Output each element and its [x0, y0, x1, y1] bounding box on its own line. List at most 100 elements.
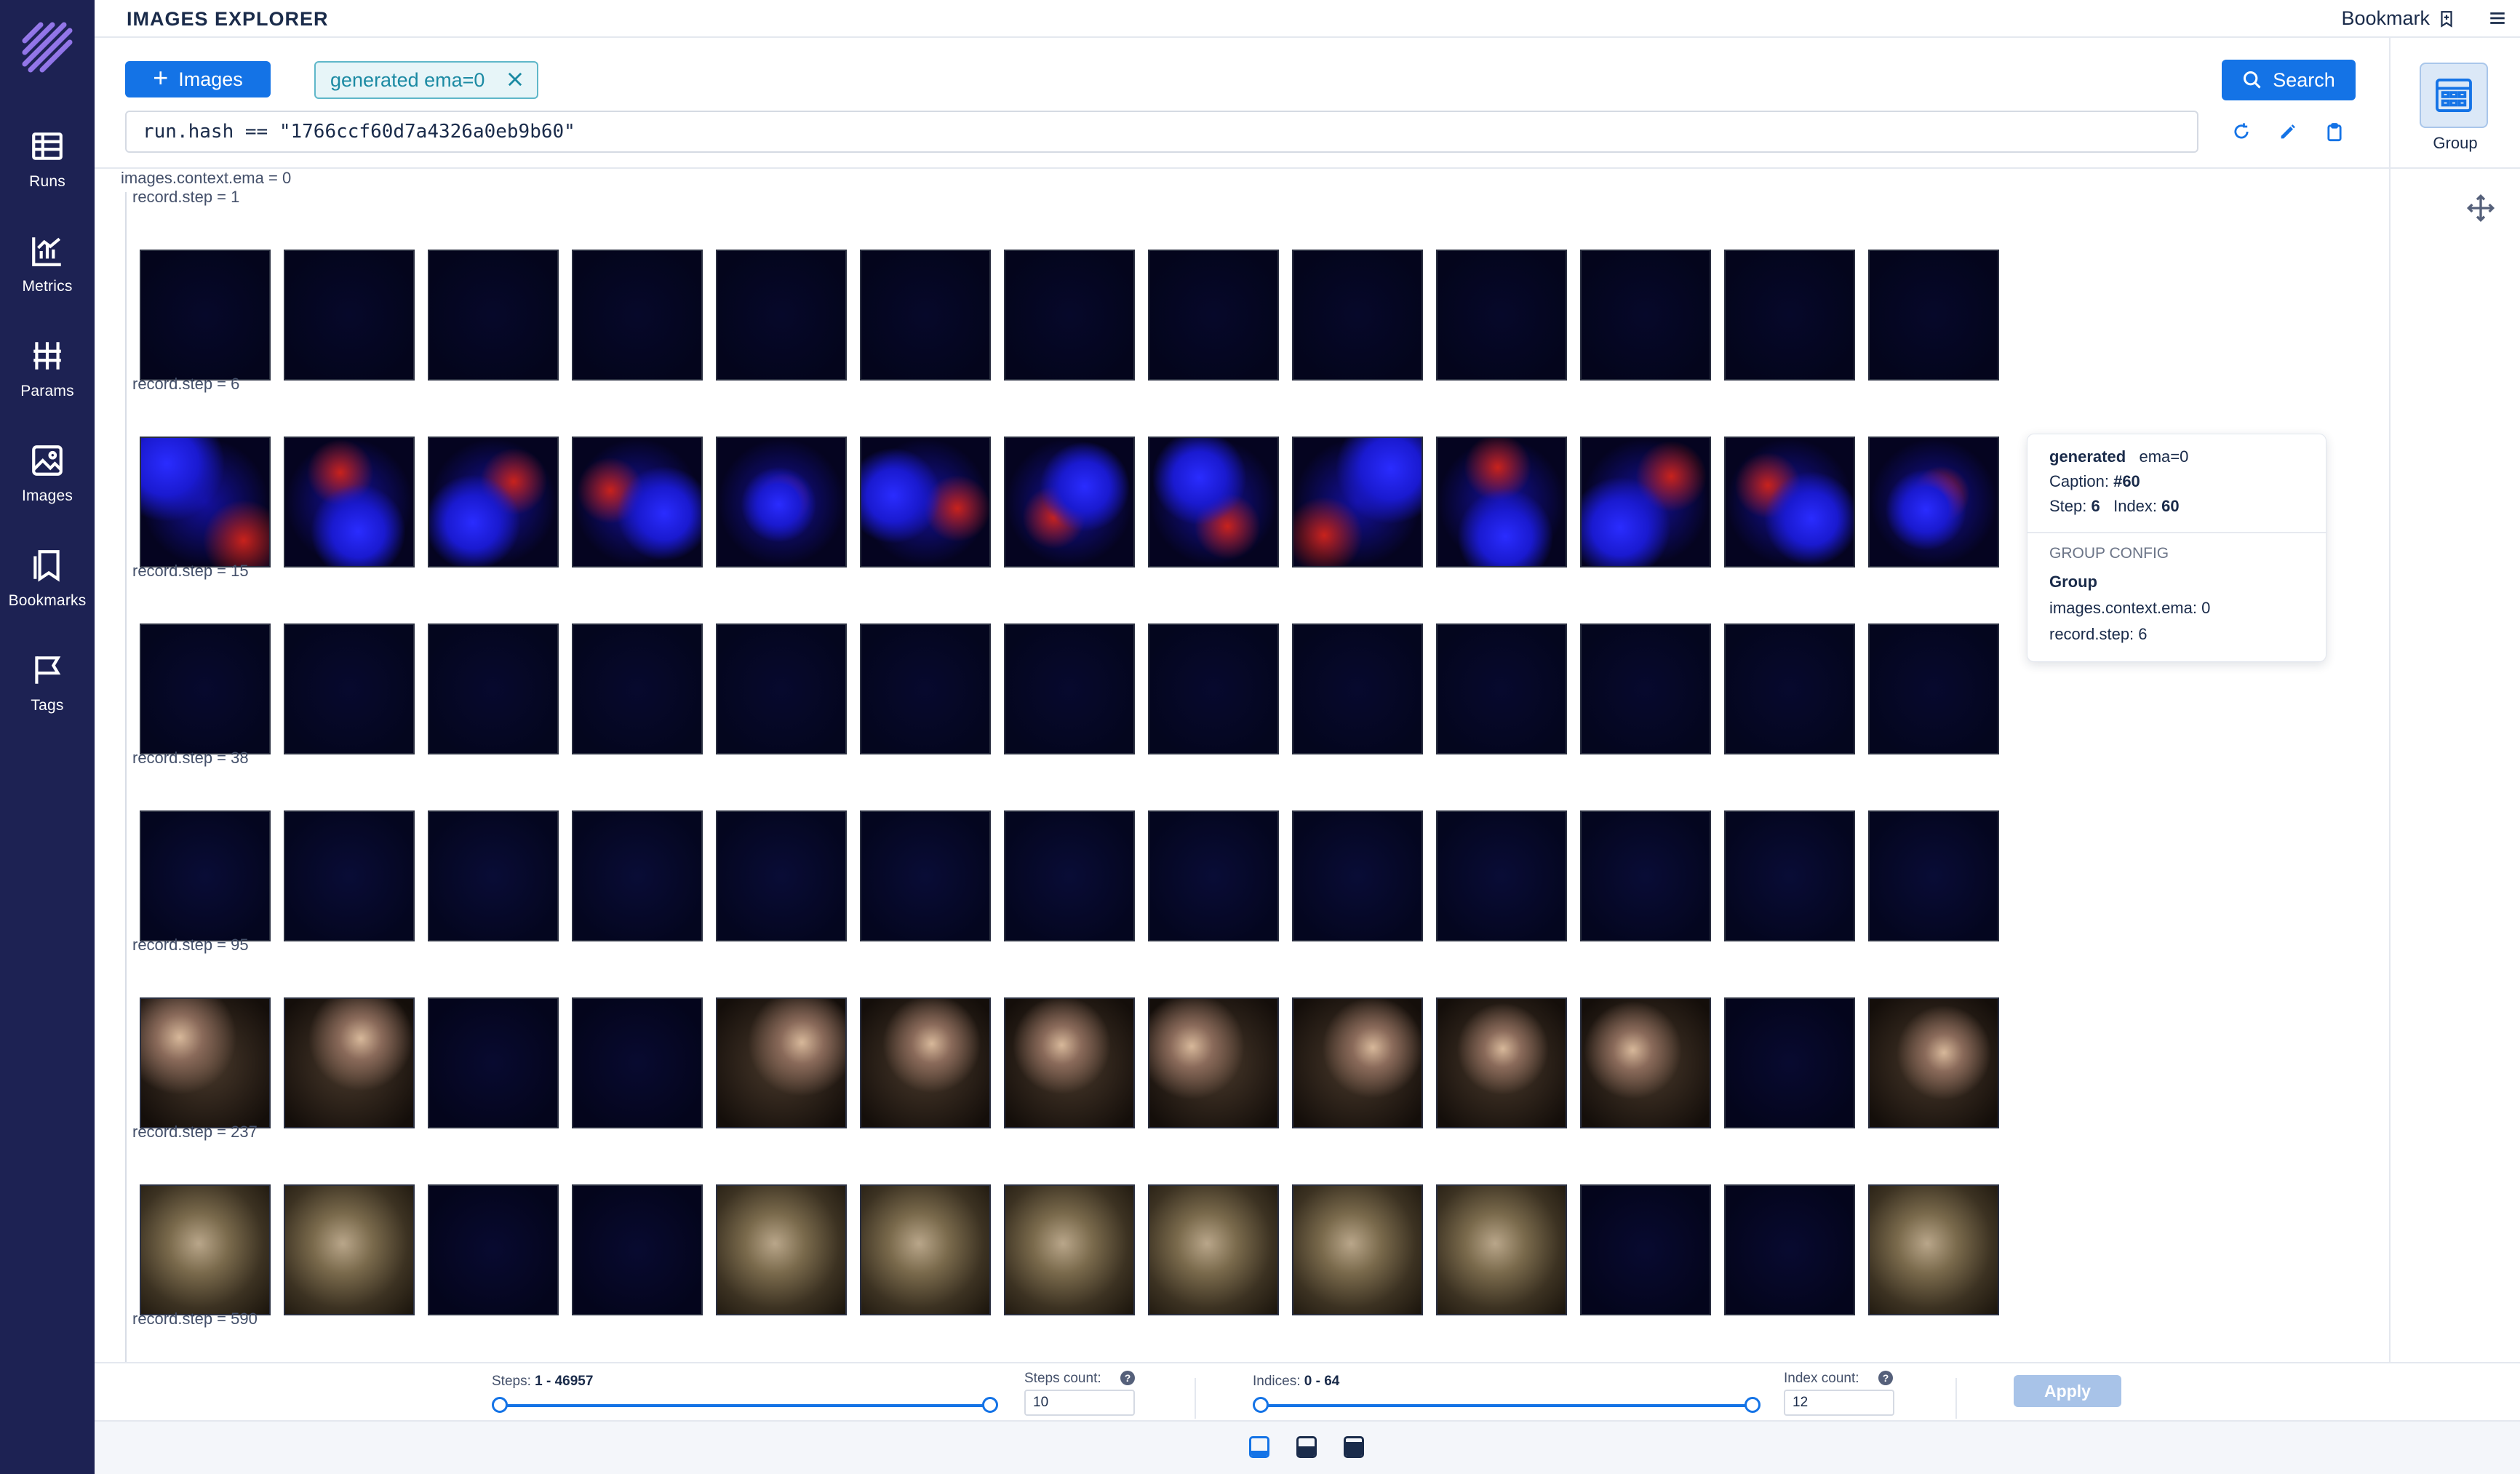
index-count-input[interactable]: 12: [1784, 1390, 1894, 1416]
image-thumbnail[interactable]: [1580, 997, 1711, 1128]
image-thumbnail[interactable]: [572, 1184, 703, 1315]
group-button[interactable]: [2420, 63, 2488, 128]
reset-query-button[interactable]: [2225, 115, 2258, 148]
copy-query-button[interactable]: [2318, 115, 2351, 148]
steps-slider-end-handle[interactable]: [982, 1397, 998, 1413]
image-thumbnail[interactable]: [1580, 437, 1711, 567]
image-thumbnail[interactable]: [572, 250, 703, 381]
image-thumbnail[interactable]: [428, 437, 559, 567]
image-thumbnail[interactable]: [860, 250, 991, 381]
image-thumbnail[interactable]: [1148, 624, 1279, 754]
image-thumbnail[interactable]: [1148, 250, 1279, 381]
image-thumbnail[interactable]: [1580, 810, 1711, 941]
edit-query-button[interactable]: [2271, 115, 2305, 148]
image-thumbnail[interactable]: [1292, 250, 1423, 381]
image-thumbnail[interactable]: [1148, 1184, 1279, 1315]
image-thumbnail[interactable]: [1436, 997, 1567, 1128]
image-thumbnail[interactable]: [1868, 997, 1999, 1128]
image-thumbnail[interactable]: [572, 437, 703, 567]
indices-slider-start-handle[interactable]: [1253, 1397, 1269, 1413]
nav-metrics[interactable]: Metrics: [0, 227, 95, 314]
image-thumbnail[interactable]: [284, 1184, 415, 1315]
image-thumbnail[interactable]: [1724, 810, 1855, 941]
nav-bookmarks[interactable]: Bookmarks: [0, 541, 95, 629]
image-thumbnail[interactable]: [1724, 624, 1855, 754]
image-thumbnail[interactable]: [716, 250, 847, 381]
image-thumbnail[interactable]: [1292, 1184, 1423, 1315]
view-mode-large-button[interactable]: [1344, 1436, 1364, 1458]
view-mode-medium-button[interactable]: [1296, 1436, 1317, 1458]
image-thumbnail[interactable]: [1292, 810, 1423, 941]
image-thumbnail[interactable]: [428, 624, 559, 754]
image-thumbnail[interactable]: [1580, 250, 1711, 381]
image-thumbnail[interactable]: [1868, 1184, 1999, 1315]
nav-params[interactable]: Params: [0, 332, 95, 419]
image-thumbnail[interactable]: [716, 624, 847, 754]
image-thumbnail[interactable]: [1004, 997, 1135, 1128]
image-thumbnail[interactable]: [140, 1184, 271, 1315]
image-thumbnail[interactable]: [140, 810, 271, 941]
image-thumbnail[interactable]: [860, 624, 991, 754]
image-thumbnail[interactable]: [716, 997, 847, 1128]
nav-tags[interactable]: Tags: [0, 646, 95, 733]
image-thumbnail[interactable]: [860, 1184, 991, 1315]
image-thumbnail[interactable]: [1004, 810, 1135, 941]
image-thumbnail[interactable]: [140, 437, 271, 567]
image-thumbnail[interactable]: [716, 810, 847, 941]
image-thumbnail[interactable]: [572, 997, 703, 1128]
image-thumbnail[interactable]: [716, 1184, 847, 1315]
image-thumbnail[interactable]: [860, 810, 991, 941]
move-icon[interactable]: [2466, 194, 2495, 223]
image-thumbnail[interactable]: [284, 250, 415, 381]
image-thumbnail[interactable]: [1004, 437, 1135, 567]
image-thumbnail[interactable]: [284, 437, 415, 567]
image-thumbnail[interactable]: [860, 997, 991, 1128]
image-thumbnail[interactable]: [1436, 624, 1567, 754]
image-thumbnail[interactable]: [1004, 1184, 1135, 1315]
image-thumbnail[interactable]: [1292, 997, 1423, 1128]
image-thumbnail[interactable]: [284, 810, 415, 941]
view-mode-small-button[interactable]: [1249, 1436, 1269, 1458]
help-icon[interactable]: ?: [1120, 1371, 1135, 1385]
bookmark-button[interactable]: Bookmark: [2341, 7, 2456, 30]
image-thumbnail[interactable]: [1868, 810, 1999, 941]
nav-images[interactable]: Images: [0, 437, 95, 524]
image-thumbnail[interactable]: [1292, 437, 1423, 567]
image-thumbnail[interactable]: [1436, 437, 1567, 567]
image-thumbnail[interactable]: [140, 997, 271, 1128]
image-thumbnail[interactable]: [572, 624, 703, 754]
image-thumbnail[interactable]: [1724, 997, 1855, 1128]
image-thumbnail[interactable]: [140, 250, 271, 381]
indices-slider-end-handle[interactable]: [1745, 1397, 1761, 1413]
steps-slider-start-handle[interactable]: [492, 1397, 508, 1413]
apply-button[interactable]: Apply: [2014, 1375, 2121, 1407]
search-button[interactable]: Search: [2222, 60, 2356, 100]
image-thumbnail[interactable]: [1004, 624, 1135, 754]
steps-count-input[interactable]: 10: [1024, 1390, 1135, 1416]
image-thumbnail[interactable]: [1868, 624, 1999, 754]
image-thumbnail[interactable]: [1580, 1184, 1711, 1315]
image-thumbnail[interactable]: [860, 437, 991, 567]
image-thumbnail[interactable]: [284, 624, 415, 754]
image-thumbnail[interactable]: [1724, 250, 1855, 381]
image-thumbnail[interactable]: [284, 997, 415, 1128]
image-thumbnail[interactable]: [1868, 437, 1999, 567]
image-thumbnail[interactable]: [1004, 250, 1135, 381]
image-thumbnail[interactable]: [1580, 624, 1711, 754]
query-input[interactable]: run.hash == "1766ccf60d7a4326a0eb9b60": [125, 111, 2198, 153]
image-thumbnail[interactable]: [1292, 624, 1423, 754]
steps-slider-track[interactable]: [499, 1404, 991, 1407]
image-thumbnail[interactable]: [1724, 437, 1855, 567]
image-thumbnail[interactable]: [140, 624, 271, 754]
image-thumbnail[interactable]: [428, 810, 559, 941]
image-thumbnail[interactable]: [1148, 997, 1279, 1128]
add-images-button[interactable]: + Images: [125, 61, 271, 97]
image-thumbnail[interactable]: [1148, 437, 1279, 567]
close-icon[interactable]: [505, 69, 525, 89]
image-thumbnail[interactable]: [1724, 1184, 1855, 1315]
image-thumbnail[interactable]: [572, 810, 703, 941]
image-thumbnail[interactable]: [428, 997, 559, 1128]
menu-icon[interactable]: [2488, 9, 2507, 28]
indices-slider-track[interactable]: [1261, 1404, 1753, 1407]
image-thumbnail[interactable]: [428, 1184, 559, 1315]
